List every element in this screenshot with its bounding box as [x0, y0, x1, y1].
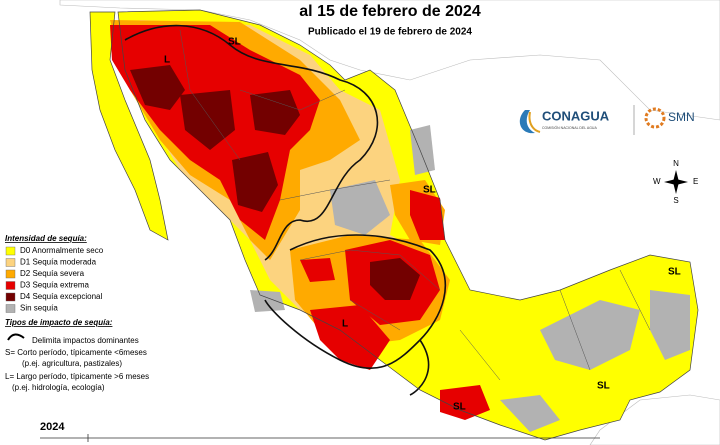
legend-label: D2 Sequía severa [20, 269, 85, 278]
region-none [410, 125, 435, 175]
compass-s: S [673, 196, 678, 205]
legend-swatch [5, 292, 16, 302]
region-d4 [130, 65, 185, 110]
legend-label: D3 Sequía extrema [20, 281, 89, 290]
region-none [500, 395, 560, 432]
region-d4 [232, 152, 278, 212]
region-d0 [90, 12, 168, 240]
neighbor-land [589, 394, 720, 445]
conagua-logo: CONAGUA COMISIÓN NACIONAL DEL AGUA SMN [519, 105, 695, 135]
timeline: 2024 [40, 421, 600, 442]
legend-label: D1 Sequía moderada [20, 258, 97, 267]
neighbor-land [59, 0, 720, 121]
map-label: SL [597, 381, 610, 392]
coastline [89, 9, 699, 441]
smn-name: SMN [668, 110, 695, 124]
region-d4 [180, 90, 235, 150]
legend-swatch [5, 246, 16, 256]
legend-title: Intensidad de sequía: [5, 234, 87, 243]
compass: N S E W [653, 159, 698, 205]
map-label: SL [423, 185, 436, 196]
compass-e: E [693, 177, 698, 186]
timeline-year: 2024 [40, 421, 65, 433]
legend-swatch [5, 304, 16, 313]
legend-swatch [5, 258, 16, 267]
map-label: SL [453, 402, 466, 413]
region-none [540, 300, 640, 370]
legend-swatch [5, 269, 16, 279]
region-d4 [370, 258, 420, 300]
compass-n: N [673, 159, 679, 168]
title: al 15 de febrero de 2024 [299, 3, 481, 20]
legend-label: D0 Anormalmente seco [20, 246, 104, 255]
region-none [250, 290, 285, 312]
impact-title: Tipos de impacto de sequía: [5, 318, 113, 327]
impact-legend: Tipos de impacto de sequía: Delimita imp… [5, 318, 149, 392]
legend-label: D4 Sequía excepcional [20, 292, 103, 301]
conagua-name: CONAGUA [542, 108, 610, 123]
impact-boundary [409, 339, 430, 396]
impact-l: L= Largo período, típicamente >6 meses [5, 372, 149, 381]
legend-label: Sin sequía [20, 304, 58, 313]
region-d3 [300, 258, 335, 282]
region-d3 [440, 385, 490, 420]
legend: Intensidad de sequía: D0 Anormalmente se… [5, 234, 104, 313]
conagua-sub: COMISIÓN NACIONAL DEL AGUA [542, 125, 597, 130]
region-none [330, 180, 390, 235]
map-label: L [164, 55, 170, 66]
region-d3 [410, 190, 445, 240]
impact-line: Delimita impactos dominantes [32, 336, 139, 345]
impact-boundary [124, 24, 379, 261]
region-none [650, 290, 690, 360]
map-label: SL [668, 267, 681, 278]
impact-boundary [264, 234, 447, 370]
impact-s: S= Corto período, típicamente <6meses [5, 348, 147, 357]
impact-s-ex: (p.ej. agricultura, pastizales) [22, 359, 122, 368]
compass-w: W [653, 177, 661, 186]
subtitle: Publicado el 19 de febrero de 2024 [308, 27, 472, 38]
state-borders [179, 29, 651, 381]
map-label: SL [228, 37, 241, 48]
impact-l-ex: (p.ej. hidrología, ecología) [12, 383, 105, 392]
map-label: L [342, 319, 348, 330]
legend-swatch [5, 281, 16, 290]
region-d4 [250, 90, 300, 135]
mexico [89, 9, 699, 441]
